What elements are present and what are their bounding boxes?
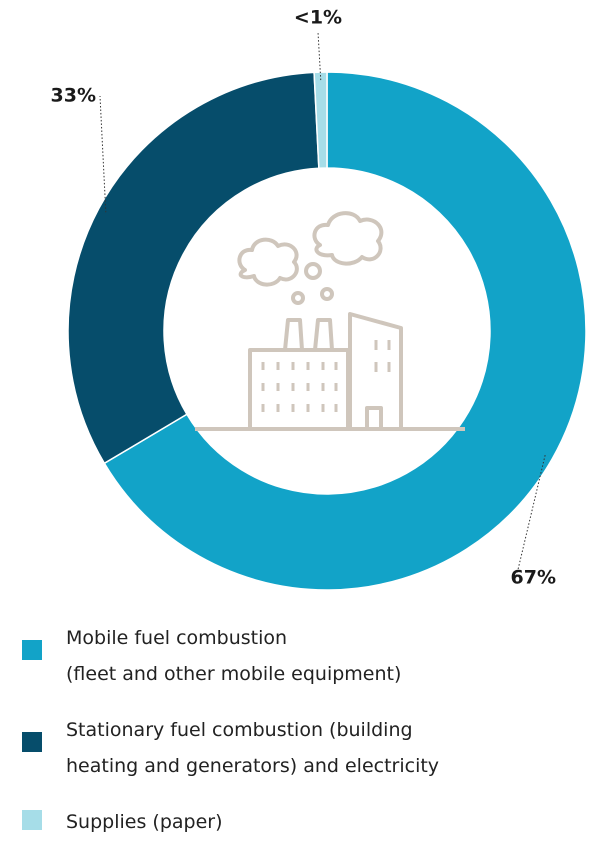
legend-label: Stationary fuel combustion (building hea… — [66, 719, 440, 777]
leader-line — [515, 455, 546, 579]
leader-line — [317, 31, 322, 81]
leader-line — [99, 95, 107, 213]
page: 67% 33% <1% Mobile fuel combustion (fleet … — [22, 6, 587, 833]
legend-label: Mobile fuel combustion (fleet and other … — [66, 627, 402, 685]
factory-icon — [195, 211, 465, 431]
legend-swatch — [22, 640, 42, 660]
donut-slice — [103, 71, 587, 591]
donut-slice — [313, 71, 328, 169]
value-label: 33% — [51, 85, 96, 107]
legend-label: Supplies (paper) — [66, 811, 223, 833]
chart: 67% 33% <1% — [51, 7, 587, 591]
legend-item: Stationary fuel combustion (building hea… — [22, 712, 582, 784]
donut-slice — [67, 71, 320, 465]
value-label: <1% — [294, 7, 342, 29]
legend-swatch — [22, 732, 42, 752]
value-label: 67% — [511, 567, 556, 589]
legend-swatch — [22, 810, 42, 830]
legend: Mobile fuel combustion (fleet and other … — [22, 620, 582, 860]
legend-item: Supplies (paper) — [22, 804, 582, 840]
legend-item: Mobile fuel combustion (fleet and other … — [22, 620, 582, 692]
